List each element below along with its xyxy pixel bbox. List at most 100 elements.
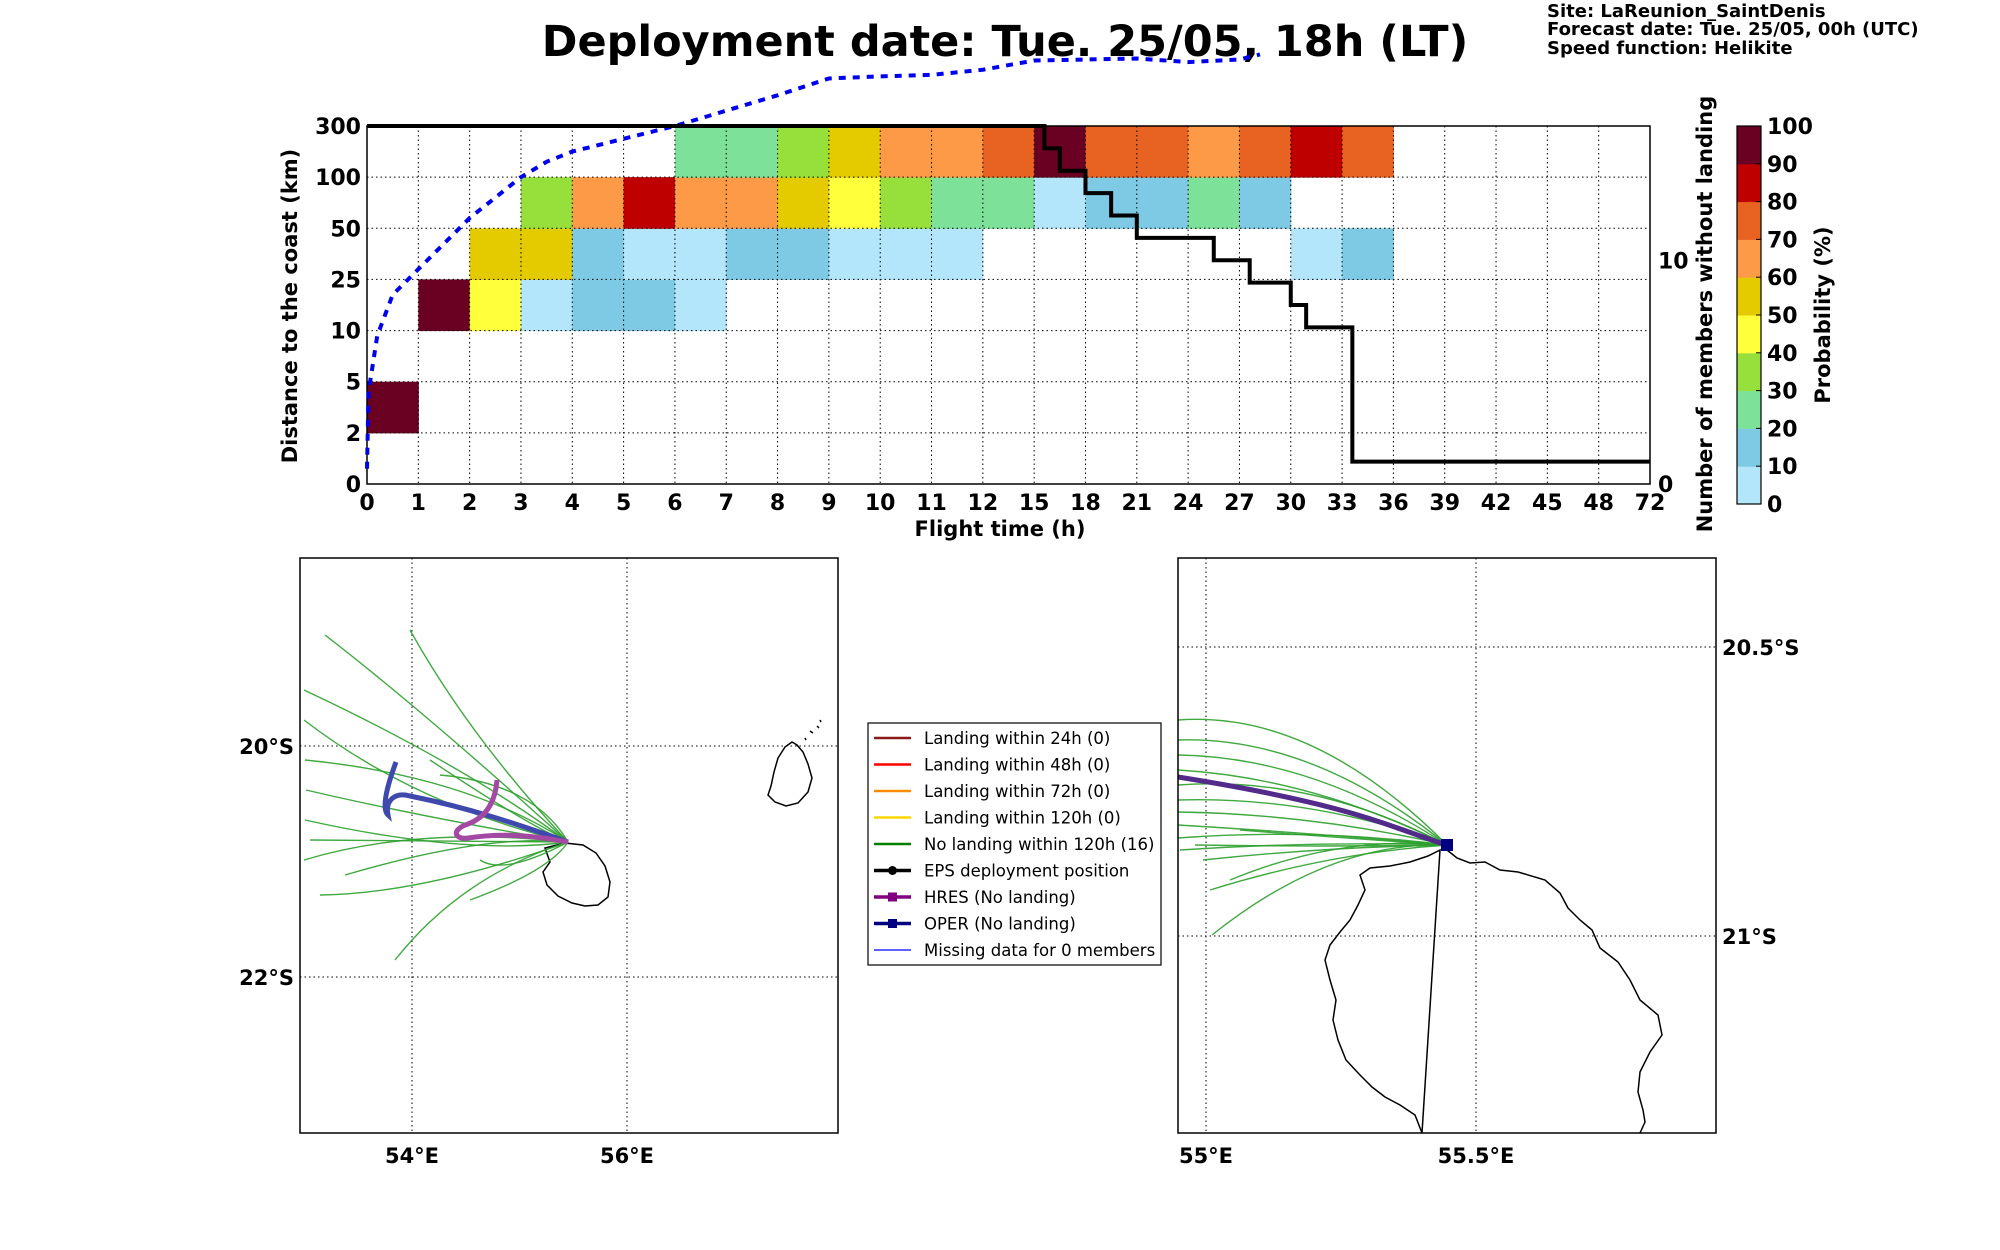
x-tick-label: 48 <box>1583 491 1614 516</box>
ensemble-trajectories <box>303 629 569 961</box>
x-axis-label: Flight time (h) <box>915 517 1086 541</box>
legend-marker <box>888 866 897 875</box>
legend-item: HRES (No landing) <box>874 888 1076 907</box>
y-tick-label: 2 <box>346 422 361 447</box>
forecast-date-label: Forecast date: Tue. 25/05, 00h (UTC) <box>1547 19 1919 40</box>
x-tick-label: 21 <box>1121 491 1152 516</box>
x-tick-label: 2 <box>462 491 477 516</box>
legend-item-label: Landing within 120h (0) <box>924 809 1121 828</box>
overview-map-gridlines <box>300 558 838 1133</box>
heatmap-cell <box>674 228 727 280</box>
y2-tick-label: 10 <box>1658 249 1689 274</box>
reunion-coastline-detail <box>1324 848 1663 1134</box>
probability-colorbar: 0 10 20 30 40 50 60 70 80 90 100 Probability (%) <box>1736 115 1835 518</box>
legend-marker <box>888 892 897 902</box>
legend-item-label: No landing within 120h (16) <box>924 835 1154 854</box>
mauritius-coastline <box>767 719 822 807</box>
y-tick-label: 50 <box>330 217 361 242</box>
x-tick-label: 36 <box>1378 491 1409 516</box>
heatmap-cell <box>1188 177 1240 229</box>
legend-item: Landing within 48h (0) <box>874 756 1110 775</box>
heatmap-cell <box>777 126 830 178</box>
x-tick-label: 30 <box>1275 491 1306 516</box>
map-latitude-label: 20°S <box>239 735 294 759</box>
ensemble-member-track <box>1177 718 1448 846</box>
hres-trajectory <box>453 779 569 845</box>
colorbar-cell <box>1737 315 1761 354</box>
legend-item: Landing within 24h (0) <box>874 729 1110 748</box>
legend-item-label: Landing within 24h (0) <box>924 729 1110 748</box>
x-tick-label: 15 <box>1019 491 1050 516</box>
colorbar-cell <box>1737 163 1761 203</box>
zoom-map-gridlines <box>1178 558 1716 1133</box>
speed-function-label: Speed function: Helikite <box>1547 38 1793 59</box>
site-label: Site: LaReunion_SaintDenis <box>1547 1 1826 22</box>
oper-trajectory <box>382 761 569 845</box>
heatmap-cell <box>572 228 625 280</box>
legend-item-label: HRES (No landing) <box>924 888 1076 907</box>
legend-item: Missing data for 0 members <box>874 941 1155 960</box>
heatmap-cell <box>726 228 779 280</box>
legend-item: Landing within 72h (0) <box>874 782 1110 801</box>
ensemble-member-track <box>324 634 569 843</box>
x-tick-label: 5 <box>616 491 631 516</box>
heatmap-cell <box>1034 177 1086 229</box>
heatmap-cell <box>623 279 676 332</box>
ensemble-member-track <box>1177 811 1448 846</box>
heatmap-cell <box>982 177 1035 229</box>
x-tick-label: 7 <box>719 491 734 516</box>
colorbar-cell <box>1737 126 1761 165</box>
heatmap-cells <box>367 126 1394 434</box>
map-longitude-label: 55°E <box>1179 1144 1233 1168</box>
colorbar-cell <box>1737 277 1761 316</box>
colorbar-cell <box>1737 466 1761 505</box>
ensemble-member-track <box>1202 844 1448 861</box>
heatmap-cell <box>572 279 625 332</box>
colorbar-tick-label: 50 <box>1767 304 1798 329</box>
colorbar-tick-label: 20 <box>1767 417 1798 442</box>
ensemble-member-track <box>1177 754 1448 846</box>
overview-map-background <box>300 558 838 1133</box>
heatmap-cell <box>726 177 779 229</box>
colorbar-cell <box>1737 201 1761 240</box>
x-tick-label: 42 <box>1481 491 1512 516</box>
x-tick-label: 9 <box>821 491 836 516</box>
legend-items: Landing within 24h (0) Landing within 48h… <box>874 729 1155 960</box>
x-tick-label: 6 <box>667 491 682 516</box>
trajectory-legend: Landing within 24h (0) Landing within 48h… <box>867 722 1162 966</box>
members-without-landing-step-line <box>367 124 1650 464</box>
heatmap-cell <box>931 228 984 280</box>
legend-item-label: Missing data for 0 members <box>924 941 1155 960</box>
x-tick-label: 45 <box>1532 491 1563 516</box>
y2-tick-labels: 0 10 <box>1658 249 1689 498</box>
ensemble-member-track <box>1179 843 1448 851</box>
ensemble-member-track <box>479 841 569 866</box>
colorbar-cell <box>1737 239 1761 278</box>
heatmap-cell <box>674 126 727 178</box>
legend-item-label: EPS deployment position <box>924 862 1129 881</box>
colorbar-tick-label: 30 <box>1767 380 1798 405</box>
ensemble-trajectories-zoom <box>1177 718 1448 936</box>
heatmap-cell <box>418 279 471 332</box>
ensemble-member-track <box>319 841 569 896</box>
ensemble-member-track <box>439 774 569 843</box>
zoom-map: 55°E 55.5°E 20.5°S 21°S <box>1177 557 1799 1168</box>
ensemble-member-track <box>469 841 569 901</box>
heatmap-cell <box>469 228 522 280</box>
legend-item: Landing within 120h (0) <box>874 809 1121 828</box>
heatmap-cell <box>1188 126 1240 178</box>
colorbar-tick-labels: 0 10 20 30 40 50 60 70 80 90 100 <box>1756 115 1813 518</box>
reunion-coastline <box>542 842 611 907</box>
map-latitude-label: 20.5°S <box>1722 636 1799 660</box>
x-tick-label: 10 <box>865 491 896 516</box>
x-tick-labels: 0 1 2 3 4 5 6 7 8 9 10 11 12 15 18 21 24 27 30 33 36 39 42 45 48… <box>359 491 1665 516</box>
heatmap-cell <box>520 177 573 229</box>
y-tick-label: 25 <box>330 268 361 293</box>
heatmap-cell <box>1290 126 1343 178</box>
heatmap-series-lines <box>365 52 1650 469</box>
heatmap-cell <box>931 177 984 229</box>
heatmap-cell <box>1085 126 1138 178</box>
colorbar-cell <box>1737 352 1761 392</box>
map-latitude-label: 22°S <box>239 966 294 990</box>
